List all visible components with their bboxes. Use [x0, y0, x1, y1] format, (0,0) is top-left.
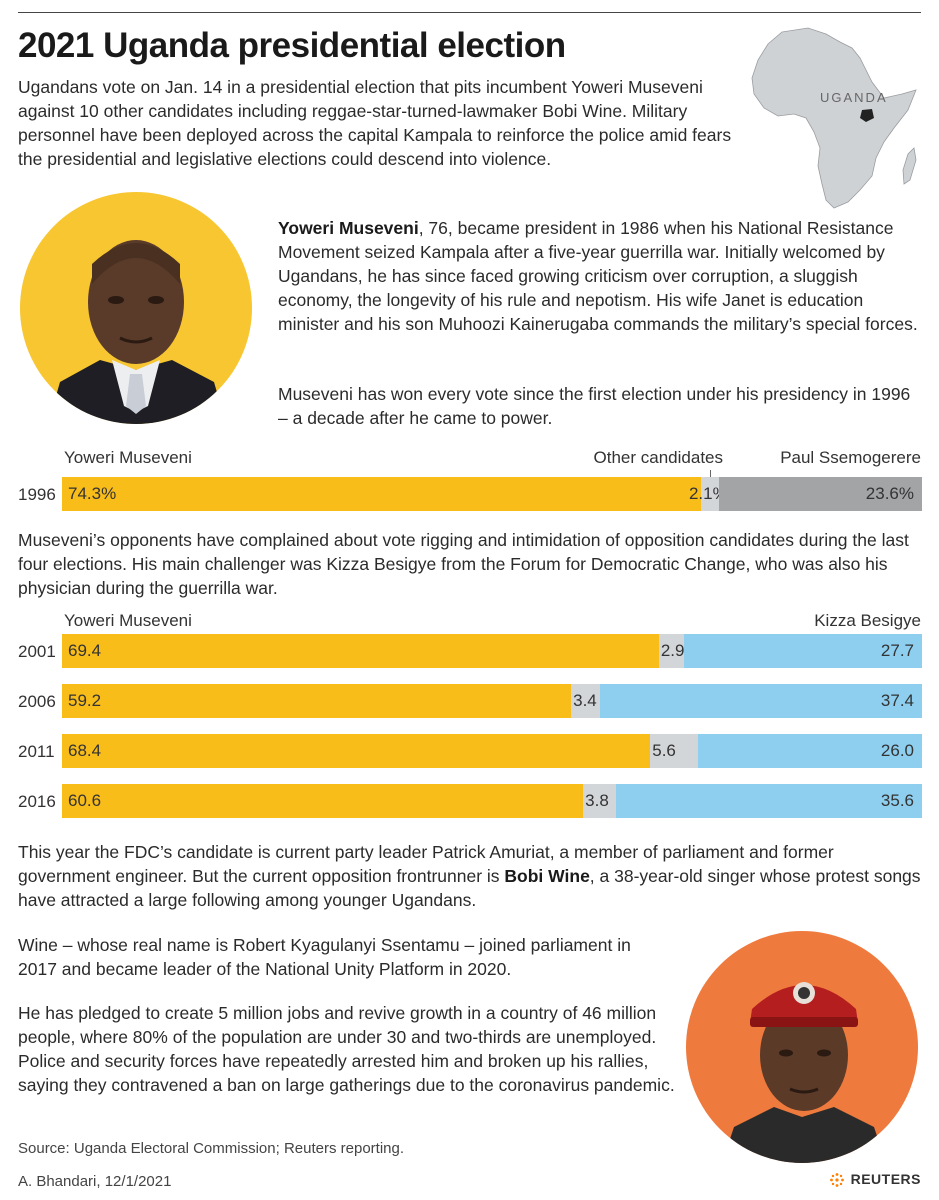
bar-segment-2011-besigye [698, 734, 922, 768]
value-label-2006-other: 3.4 [573, 691, 597, 710]
uganda-shape [860, 109, 874, 122]
credit-line: A. Bhandari, 12/1/2021 [18, 1173, 172, 1190]
legend-ssemogerere-1996: Paul Ssemogerere [780, 448, 921, 467]
page-title: 2021 Uganda presidential election [18, 26, 566, 65]
value-label-2001-other: 2.9 [660, 641, 685, 660]
museveni-name: Yoweri Museveni [278, 218, 419, 238]
museveni-bio-text: , 76, became president in 1986 when his … [278, 218, 918, 334]
value-label-2011-other: 5.6 [652, 741, 676, 760]
bar-segment-2016-other [583, 784, 616, 818]
bar-2016: 60.6 3.8 35.6 [62, 784, 922, 818]
intro-paragraph: Ugandans vote on Jan. 14 in a presidenti… [18, 77, 732, 169]
bar-segment-1996-museveni [62, 477, 701, 511]
bobi-wine-name: Bobi Wine [504, 866, 590, 886]
museveni-bio-2: Museveni has won every vote since the fi… [278, 384, 911, 428]
year-label-2011: 2011 [18, 742, 55, 761]
year-label-2016: 2016 [18, 792, 56, 811]
value-label-2001-museveni: 69.4 [68, 641, 102, 660]
fdc-paragraph: This year the FDC’s candidate is current… [18, 840, 923, 912]
uganda-map-label: UGANDA [820, 90, 888, 105]
value-label-1996-other: 2.1% [688, 484, 728, 503]
year-label-1996: 1996 [18, 485, 56, 504]
value-label-2001-besigye: 27.7 [880, 641, 914, 660]
legend-other-tick [710, 470, 711, 482]
bar-segment-2011-other [650, 734, 699, 768]
bar-segment-2001-museveni [62, 634, 659, 668]
value-label-2016-besigye: 35.6 [880, 791, 914, 810]
legend-museveni-1996: Yoweri Museveni [64, 448, 192, 467]
value-label-2006-museveni: 59.2 [68, 691, 102, 710]
museveni-bio: Yoweri Museveni, 76, became president in… [278, 216, 918, 336]
bar-segment-2006-other [571, 684, 601, 718]
wine-paragraph-2: He has pledged to create 5 million jobs … [18, 1003, 675, 1095]
bar-segment-2016-besigye [615, 784, 922, 818]
africa-shape [751, 27, 917, 209]
bar-segment-1996-other [700, 477, 720, 511]
value-label-2016-other: 3.8 [585, 791, 609, 810]
year-label-2001: 2001 [18, 642, 56, 661]
opponents-paragraph: Museveni’s opponents have complained abo… [18, 530, 909, 598]
bar-segment-2001-besigye [683, 634, 922, 668]
wine-paragraph-1: Wine – whose real name is Robert Kyagula… [18, 935, 631, 979]
bar-segment-2011-museveni [62, 734, 651, 768]
bobi-wine-portrait [686, 931, 918, 1163]
value-label-2011-besigye: 26.0 [880, 741, 914, 760]
reuters-wordmark: REUTERS [850, 1171, 921, 1187]
reuters-logo: REUTERS [828, 1171, 921, 1189]
museveni-portrait [20, 192, 252, 424]
bar-2006: 59.2 3.4 37.4 [62, 684, 922, 718]
africa-map: UGANDA [751, 27, 917, 209]
reuters-dots-icon [829, 1173, 844, 1188]
bar-segment-2001-other [658, 634, 684, 668]
legend-other-1996: Other candidates [593, 448, 723, 467]
value-label-2006-besigye: 37.4 [880, 691, 914, 710]
bar-1996: 74.3% 2.1% 23.6% [62, 477, 922, 511]
bar-segment-2006-museveni [62, 684, 572, 718]
bar-segment-2016-museveni [62, 784, 584, 818]
bar-segment-2006-besigye [600, 684, 922, 718]
legend-museveni-2001-2016: Yoweri Museveni [64, 611, 192, 630]
value-label-2016-museveni: 60.6 [68, 791, 102, 810]
year-label-2006: 2006 [18, 692, 56, 711]
value-label-1996-museveni: 74.3% [68, 484, 117, 503]
fdc-text-start: This year the FDC’s candidate is current… [18, 842, 834, 886]
value-label-2011-museveni: 68.4 [68, 741, 102, 760]
bar-2011: 68.4 5.6 26.0 [62, 734, 922, 768]
top-rule [18, 12, 921, 13]
fdc-text-end: , a 38-year-old singer whose protest son… [18, 866, 921, 910]
bar-2001: 69.4 2.9 27.7 [62, 634, 922, 668]
legend-besigye: Kizza Besigye [814, 611, 921, 630]
madagascar-shape [902, 147, 917, 185]
source-note: Source: Uganda Electoral Commission; Reu… [18, 1140, 405, 1157]
bar-segment-1996-ssemogerere [719, 477, 922, 511]
value-label-1996-ssemogerere: 23.6% [865, 484, 914, 503]
